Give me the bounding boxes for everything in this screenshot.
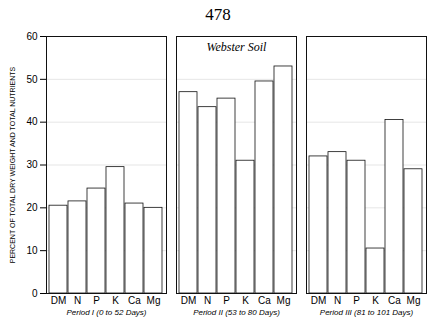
svg-text:P: P <box>223 295 230 306</box>
svg-text:60: 60 <box>26 31 38 42</box>
svg-text:N: N <box>334 295 341 306</box>
svg-text:Mg: Mg <box>147 295 161 306</box>
svg-text:DM: DM <box>311 295 327 306</box>
svg-text:Webster Soil: Webster Soil <box>207 40 268 54</box>
svg-text:N: N <box>74 295 81 306</box>
svg-text:Period II (53 to 80 Days): Period II (53 to 80 Days) <box>193 308 280 317</box>
svg-text:DM: DM <box>181 295 197 306</box>
svg-text:Period I (0 to 52 Days): Period I (0 to 52 Days) <box>66 308 146 317</box>
svg-text:Ca: Ca <box>388 295 401 306</box>
svg-text:K: K <box>242 295 249 306</box>
html-text:478: 478 <box>205 5 231 24</box>
svg-text:10: 10 <box>26 245 38 256</box>
svg-text:DM: DM <box>51 295 67 306</box>
svg-text:P: P <box>353 295 360 306</box>
svg-text:50: 50 <box>26 74 38 85</box>
svg-text:N: N <box>204 295 211 306</box>
svg-text:PERCENT OF TOTAL DRY WEIGHT AN: PERCENT OF TOTAL DRY WEIGHT AND TOTAL NU… <box>9 66 16 263</box>
svg-text:0: 0 <box>32 288 38 299</box>
svg-text:P: P <box>93 295 100 306</box>
svg-text:K: K <box>372 295 379 306</box>
svg-text:K: K <box>112 295 119 306</box>
svg-text:20: 20 <box>26 202 38 213</box>
svg-text:Ca: Ca <box>128 295 141 306</box>
svg-text:Period III (81 to 101 Days): Period III (81 to 101 Days) <box>320 308 414 317</box>
svg-text:Mg: Mg <box>407 295 421 306</box>
svg-text:40: 40 <box>26 116 38 127</box>
svg-text:Ca: Ca <box>258 295 271 306</box>
svg-text:30: 30 <box>26 159 38 170</box>
svg-text:Mg: Mg <box>277 295 291 306</box>
